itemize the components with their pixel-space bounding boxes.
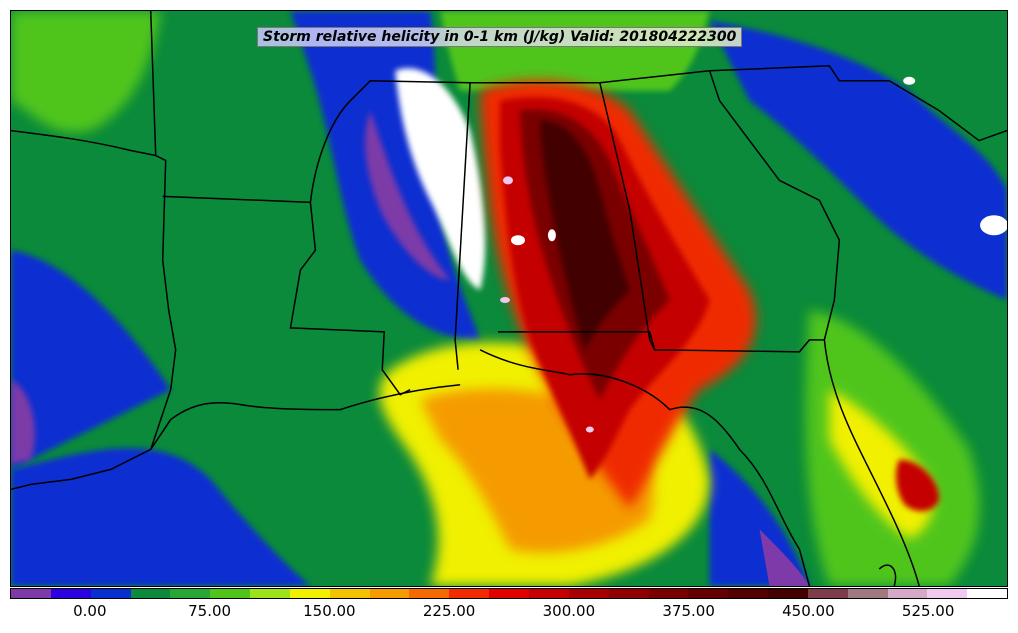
colorbar-swatch — [369, 589, 410, 598]
colorbar-swatch — [489, 589, 529, 598]
colorbar — [10, 588, 1008, 599]
colorbar-swatch — [250, 589, 290, 598]
colorbar-swatch — [768, 589, 808, 598]
colorbar-swatch — [847, 589, 888, 598]
colorbar-tick-label: 225.00 — [422, 602, 476, 620]
colorbar-swatch — [728, 589, 769, 598]
colorbar-swatch — [11, 589, 51, 598]
colorbar-swatch — [608, 589, 649, 598]
colorbar-swatch — [528, 589, 569, 598]
map-panel: Storm relative helicity in 0-1 km (J/kg)… — [10, 10, 1008, 587]
colorbar-swatch — [688, 589, 729, 598]
colorbar-tick-label: 150.00 — [303, 602, 356, 620]
colorbar-swatch — [449, 589, 490, 598]
colorbar-swatch — [329, 589, 370, 598]
colorbar-swatch — [90, 589, 131, 598]
colorbar-swatch — [887, 589, 928, 598]
map-title: Storm relative helicity in 0-1 km (J/kg)… — [257, 27, 743, 47]
helicity-field-map — [11, 11, 1007, 586]
colorbar-swatch — [289, 589, 330, 598]
colorbar-tick-label: 450.00 — [782, 602, 835, 620]
colorbar-swatch — [807, 589, 848, 598]
colorbar-swatch — [130, 589, 171, 598]
colorbar-swatch — [50, 589, 91, 598]
colorbar-swatch — [568, 589, 609, 598]
colorbar-tick-labels: 0.00 75.00 150.00 225.00 300.00 375.00 450.00 5… — [10, 602, 1008, 624]
colorbar-tick-label: 300.00 — [542, 602, 596, 620]
colorbar-swatch — [927, 589, 968, 598]
colorbar-swatch — [967, 589, 1008, 598]
field-base — [11, 11, 1007, 586]
state-boundaries — [11, 11, 1007, 586]
colorbar-tick-label: 525.00 — [901, 602, 955, 620]
colorbar-swatch — [210, 589, 251, 598]
colorbar-swatch — [170, 589, 211, 598]
colorbar-swatch — [648, 589, 689, 598]
colorbar-tick-label: 375.00 — [662, 602, 715, 620]
colorbar-swatch — [409, 589, 450, 598]
colorbar-tick-label: 75.00 — [188, 602, 232, 620]
colorbar-tick-label: 0.00 — [73, 602, 107, 620]
